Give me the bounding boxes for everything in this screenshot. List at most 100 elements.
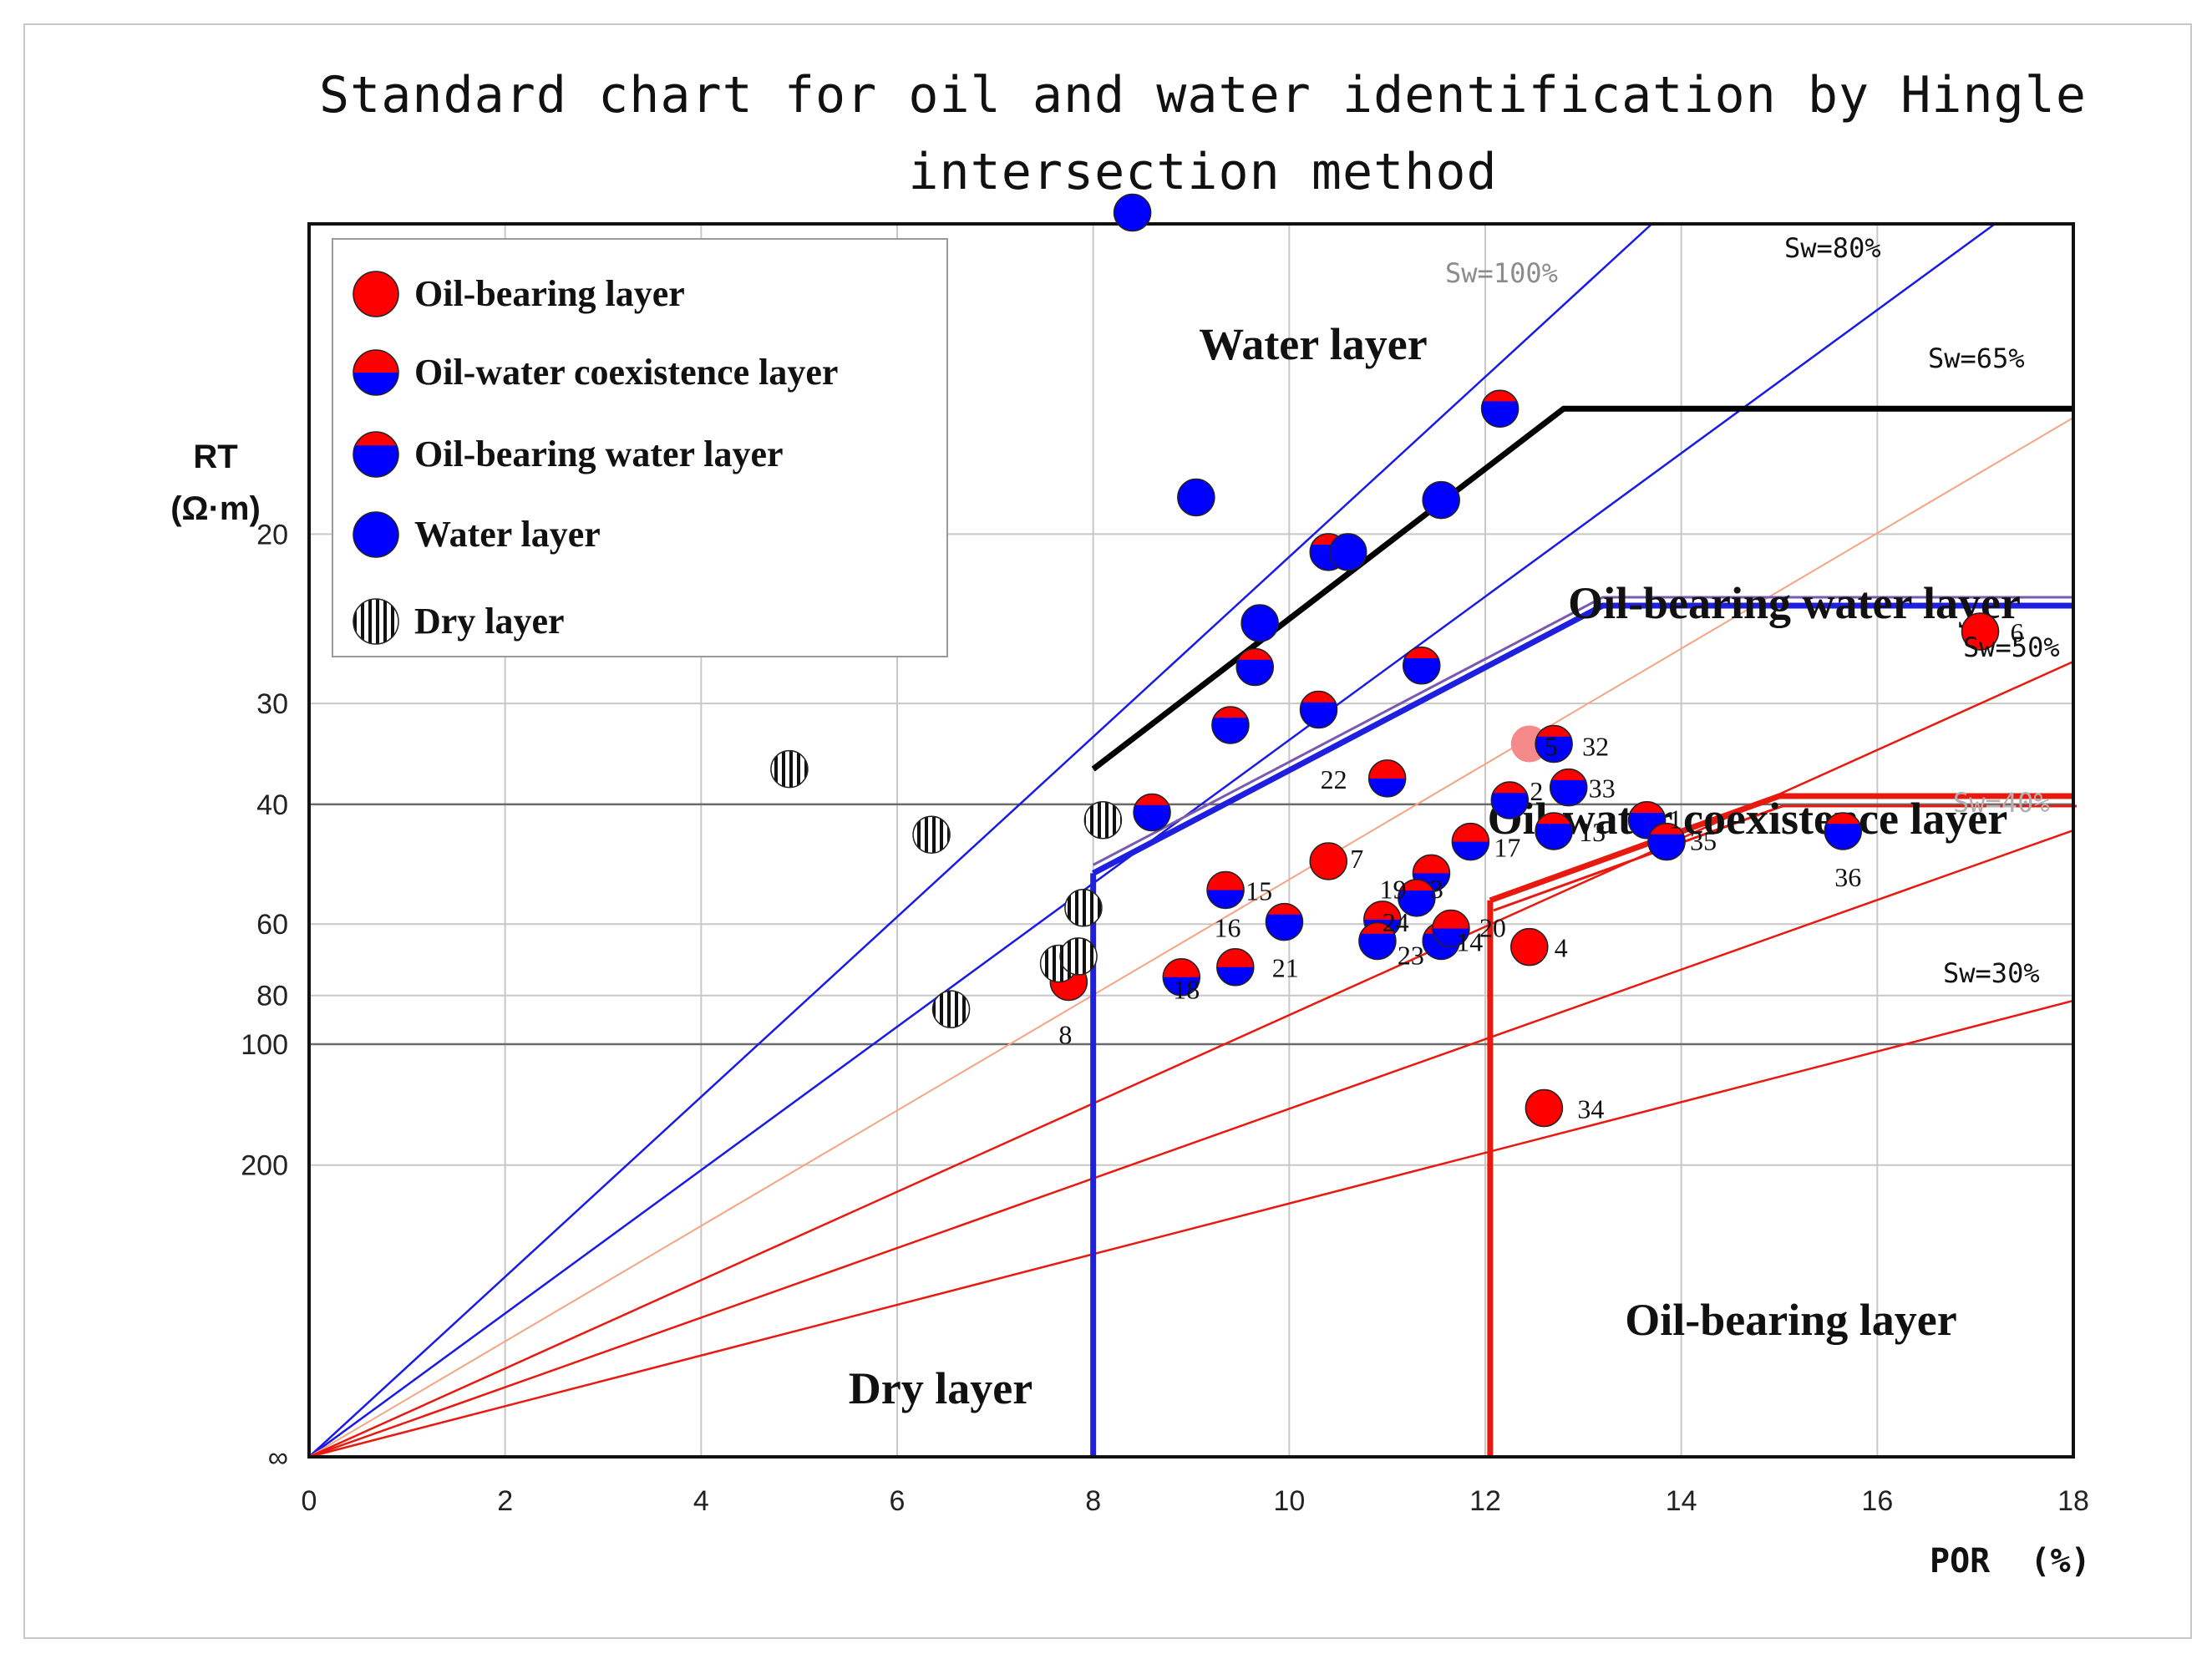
point-39-shape — [1083, 800, 1123, 840]
y-axis-label: RT — [193, 439, 237, 475]
point-9 — [1211, 706, 1250, 744]
point-10-outline — [1299, 690, 1338, 729]
point-14 — [1549, 768, 1588, 807]
point-37 — [770, 749, 809, 789]
plot-border — [307, 222, 2075, 1459]
point-38 — [912, 815, 951, 855]
point-23-shape — [1309, 842, 1348, 880]
point-31-outline — [1432, 909, 1470, 948]
point-label-36: 36 — [1834, 862, 1861, 892]
point-label-2: 2 — [1530, 776, 1543, 806]
point-17-top — [1536, 812, 1571, 824]
legend-marker-oilwater-outline — [353, 431, 399, 478]
x-tick-10: 10 — [1273, 1485, 1305, 1517]
point-34 — [1162, 957, 1201, 997]
legend-label-coexist: Oil-water coexistence layer — [414, 352, 838, 393]
point-13 — [1535, 724, 1573, 764]
point-10 — [1299, 690, 1338, 729]
data-points — [770, 193, 2000, 1128]
sw-label-3: Sw=50% — [1963, 632, 2060, 663]
point-43-shape — [931, 990, 971, 1028]
point-5 — [1328, 533, 1367, 571]
point-label-6: 6 — [2011, 617, 2024, 647]
point-16-outline — [1490, 781, 1530, 819]
x-axis-ticks: 0 2 4 6 8 10 12 14 16 18 — [302, 1485, 2089, 1517]
coexistence-boundary — [1092, 602, 2073, 876]
point-26-outline — [1206, 870, 1245, 910]
y-tick-80: 80 — [256, 981, 288, 1012]
point-2-outline — [1480, 389, 1519, 428]
y-axis-ticks: 20 30 40 60 80 100 200 ∞ — [241, 519, 288, 1474]
point-18-top — [1630, 801, 1664, 813]
x-tick-6: 6 — [890, 1485, 906, 1517]
y-tick-60: 60 — [256, 909, 288, 941]
sw-label-1: Sw=80% — [1784, 232, 1881, 264]
point-7-outline — [1235, 647, 1275, 687]
point-9-top — [1213, 706, 1248, 718]
point-27 — [1265, 902, 1304, 941]
legend-marker-oilwater-top — [355, 432, 397, 446]
point-25-top — [1399, 879, 1434, 891]
point-label-23: 23 — [1398, 941, 1424, 971]
x-tick-12: 12 — [1469, 1485, 1501, 1517]
point-label-7: 7 — [1350, 844, 1363, 874]
point-16 — [1490, 781, 1530, 819]
point-19-outline — [1647, 822, 1686, 861]
point-19 — [1647, 822, 1686, 861]
point-5-shape — [1328, 533, 1367, 571]
point-42-shape — [1059, 937, 1098, 976]
point-label-1: 1 — [1669, 804, 1682, 835]
point-22-top — [1452, 823, 1489, 842]
chart-title: Standard chart for oil and water identif… — [251, 57, 2155, 211]
point-19-top — [1649, 823, 1684, 835]
legend-marker-coexist — [353, 349, 399, 396]
point-label-15: 15 — [1246, 875, 1272, 906]
sw-label-0: Sw=100% — [1445, 257, 1558, 289]
point-label-24: 24 — [1382, 907, 1409, 937]
point-24-top — [1413, 855, 1450, 874]
point-23 — [1309, 842, 1348, 880]
point-40 — [1064, 889, 1103, 927]
region-label-oil-bearing-water: Oil-bearing water layer — [1568, 578, 2021, 628]
legend-box — [332, 238, 948, 657]
x-tick-14: 14 — [1666, 1485, 1697, 1517]
point-33-top — [1216, 948, 1254, 967]
point-3 — [1422, 480, 1460, 520]
coexistence-boundary-shadow — [1092, 596, 2073, 866]
point-label-4: 4 — [1555, 933, 1568, 963]
point-15 — [1133, 793, 1171, 832]
chart-title-line1: Standard chart for oil and water identif… — [318, 66, 2087, 124]
point-9-outline — [1211, 706, 1250, 744]
x-tick-2: 2 — [497, 1485, 513, 1517]
point-27-outline — [1265, 902, 1304, 941]
point-32 — [1510, 927, 1549, 966]
point-label-8: 8 — [1058, 1019, 1072, 1049]
point-25 — [1398, 879, 1436, 917]
point-6 — [1240, 604, 1279, 642]
point-20-top — [1826, 812, 1860, 824]
point-2 — [1480, 389, 1519, 428]
legend-marker-coexist-top — [353, 350, 398, 373]
oil-bearing-boundary-shadow — [1493, 804, 2077, 912]
y-tick-100: 100 — [241, 1029, 288, 1061]
point-8 — [1402, 647, 1441, 685]
point-31 — [1432, 909, 1470, 948]
point-39 — [1083, 800, 1123, 840]
point-29 — [1358, 921, 1397, 961]
point-17-outline — [1535, 812, 1573, 850]
y-tick-40: 40 — [256, 789, 288, 821]
point-0 — [1113, 193, 1152, 232]
point-label-20: 20 — [1479, 912, 1506, 942]
point-14-top — [1551, 769, 1585, 780]
chart-title-line2: intersection method — [908, 143, 1498, 201]
point-17 — [1535, 812, 1573, 850]
sw-line-2 — [309, 417, 2073, 1457]
point-38-shape — [912, 815, 951, 855]
sw-label-5: Sw=30% — [1943, 957, 2040, 989]
point-26-top — [1207, 871, 1245, 890]
region-label-oil-bearing: Oil-bearing layer — [1625, 1295, 1956, 1345]
point-33 — [1216, 947, 1255, 987]
point-10-top — [1301, 691, 1336, 703]
point-label-21: 21 — [1272, 953, 1299, 983]
